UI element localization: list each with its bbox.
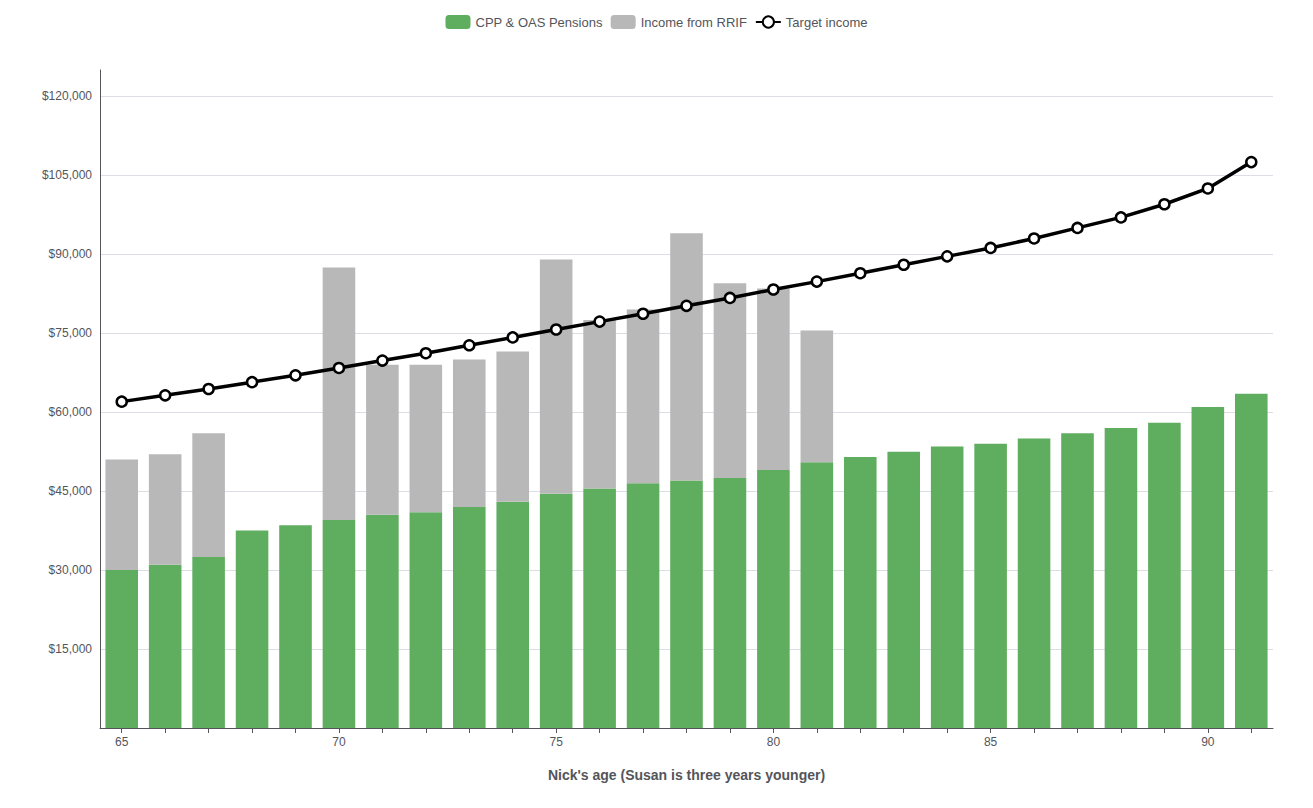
svg-text:Target income: Target income [786,15,868,30]
svg-text:85: 85 [984,735,998,749]
svg-text:CPP & OAS Pensions: CPP & OAS Pensions [475,15,602,30]
svg-text:90: 90 [1201,735,1215,749]
svg-text:$105,000: $105,000 [42,168,92,182]
svg-text:Nick's age (Susan is three yea: Nick's age (Susan is three years younger… [548,767,825,783]
svg-text:70: 70 [332,735,346,749]
svg-text:75: 75 [549,735,563,749]
svg-text:$60,000: $60,000 [49,405,93,419]
svg-text:$15,000: $15,000 [49,642,93,656]
svg-text:$30,000: $30,000 [49,563,93,577]
svg-text:65: 65 [115,735,129,749]
svg-text:Income from RRIF: Income from RRIF [641,15,747,30]
svg-text:$90,000: $90,000 [49,247,93,261]
svg-text:80: 80 [767,735,781,749]
svg-text:$45,000: $45,000 [49,484,93,498]
svg-text:$75,000: $75,000 [49,326,93,340]
svg-text:$120,000: $120,000 [42,89,92,103]
